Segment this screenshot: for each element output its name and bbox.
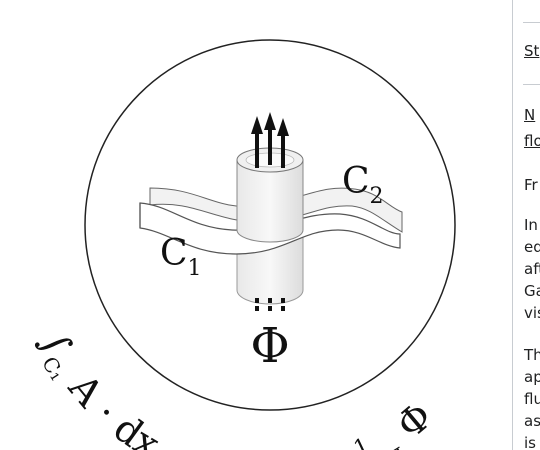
article-sidebar: St N flo Fr In eq aft Ga vis Th ap flu a…	[512, 0, 540, 450]
flux-diagram: C1 C2 Φ ∫C₁ A · dx − A · dx = 12π Φ	[32, 39, 456, 450]
label-c1: C1	[160, 233, 202, 281]
paragraph-1: Fr	[524, 176, 538, 194]
divider	[523, 22, 540, 23]
label-c2: C2	[342, 161, 384, 209]
section-heading-line2[interactable]: flo	[524, 132, 540, 150]
label-phi: Φ	[250, 318, 289, 374]
flux-arrows	[251, 112, 289, 312]
paragraph-2: In eq aft Ga vis	[524, 216, 540, 322]
paragraph-3: Th ap flu as is	[524, 346, 540, 450]
sidebar-link[interactable]: St	[524, 42, 540, 60]
section-heading-line1[interactable]: N	[524, 106, 536, 124]
divider	[523, 84, 540, 85]
